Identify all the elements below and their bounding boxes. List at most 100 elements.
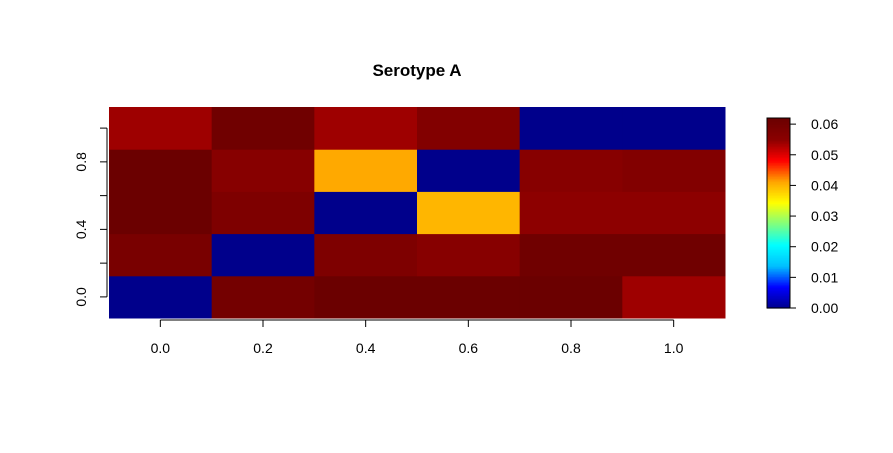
colorbar-slice — [767, 173, 790, 176]
colorbar-slice — [767, 121, 790, 124]
heatmap-cell — [417, 275, 521, 319]
heatmap-cell — [622, 149, 726, 192]
heatmap-cell — [211, 191, 315, 235]
heatmap-cells — [109, 107, 726, 319]
colorbar-tick-label: 0.04 — [811, 177, 838, 193]
heatmap-cell — [622, 233, 726, 277]
heatmap-cell — [109, 149, 213, 192]
heatmap-cell — [109, 107, 213, 150]
colorbar-slice — [767, 187, 790, 190]
colorbar-slice — [767, 273, 790, 276]
colorbar-slice — [767, 124, 790, 127]
colorbar-slice — [767, 152, 790, 156]
colorbar-slice — [767, 270, 790, 273]
colorbar-slice — [767, 277, 790, 281]
colorbar-slice — [767, 232, 790, 235]
colorbar-slice — [767, 282, 790, 285]
colorbar-tick-label: 0.06 — [811, 116, 838, 132]
colorbar-slice — [767, 257, 790, 260]
colorbar-slice — [767, 181, 790, 184]
colorbar-slice — [767, 301, 790, 304]
colorbar-slice — [767, 137, 790, 140]
colorbar-slice — [767, 263, 790, 266]
colorbar-slice — [767, 285, 790, 289]
colorbar-tick-label: 0.02 — [811, 239, 838, 255]
colorbar-slice — [767, 227, 790, 230]
colorbar-slice — [767, 138, 790, 141]
colorbar-slice — [767, 276, 790, 279]
colorbar-slice — [767, 287, 790, 290]
colorbar-slice — [767, 268, 790, 271]
colorbar-slice — [767, 236, 790, 239]
colorbar-slice — [767, 186, 790, 189]
heatmap-cell — [519, 107, 623, 150]
x-tick-label: 0.2 — [253, 340, 273, 356]
colorbar-tick-label: 0.05 — [811, 147, 838, 163]
heatmap-cell — [622, 191, 726, 235]
colorbar-slice — [767, 167, 790, 170]
colorbar-slice — [767, 290, 790, 293]
colorbar-slice — [767, 170, 790, 173]
colorbar-slice — [767, 200, 790, 203]
colorbar-tick-label: 0.00 — [811, 300, 838, 316]
colorbar-tick-label: 0.03 — [811, 208, 838, 224]
colorbar-slice — [767, 135, 790, 138]
colorbar-slice — [767, 219, 790, 222]
x-tick-label: 1.0 — [664, 340, 684, 356]
colorbar-slice — [767, 195, 790, 198]
colorbar-slice — [767, 293, 790, 296]
colorbar-slice — [767, 157, 790, 160]
colorbar-slice — [767, 214, 790, 217]
heatmap-cell — [519, 149, 623, 192]
colorbar-slice — [767, 208, 790, 211]
heatmap-cell — [622, 107, 726, 150]
colorbar-slice — [767, 243, 790, 246]
colorbar-slice — [767, 133, 790, 137]
colorbar-slice — [767, 203, 790, 206]
colorbar-slice — [767, 159, 790, 162]
colorbar-slice — [767, 295, 790, 298]
y-axis: 0.0 0.4 0.8 — [73, 127, 108, 307]
chart-title: Serotype A — [372, 61, 461, 80]
heatmap-cell — [211, 233, 315, 277]
heatmap-cell — [109, 233, 213, 277]
colorbar-slice — [767, 228, 790, 232]
y-tick-label: 0.8 — [73, 152, 89, 172]
colorbar-slice — [767, 176, 790, 179]
x-tick-label: 0.0 — [151, 340, 171, 356]
colorbar-slice — [767, 209, 790, 213]
colorbar-slice — [767, 205, 790, 208]
x-tick-label: 0.6 — [459, 340, 479, 356]
colorbar-slice — [767, 132, 790, 135]
colorbar-slice — [767, 211, 790, 214]
colorbar-slice — [767, 118, 790, 121]
colorbar-slice — [767, 289, 790, 292]
colorbar-slice — [767, 274, 790, 277]
colorbar-slice — [767, 258, 790, 262]
colorbar-slice — [767, 216, 790, 219]
colorbar-slice — [767, 266, 790, 270]
heatmap-cell — [314, 275, 418, 319]
colorbar-slice — [767, 144, 790, 148]
colorbar-slice — [767, 296, 790, 300]
colorbar-slice — [767, 303, 790, 306]
colorbar-slice — [767, 251, 790, 254]
colorbar-slice — [767, 298, 790, 301]
colorbar-slice — [767, 146, 790, 149]
colorbar-slice — [767, 235, 790, 238]
heatmap-cell — [519, 233, 623, 277]
heatmap-cell — [417, 149, 521, 192]
heatmap-cell — [622, 275, 726, 319]
colorbar-slice — [767, 190, 790, 194]
colorbar-slice — [767, 217, 790, 220]
colorbar-slice — [767, 201, 790, 205]
colorbar-slice — [767, 246, 790, 249]
heatmap-cell — [314, 107, 418, 150]
colorbar-slice — [767, 179, 790, 182]
heatmap-cell — [314, 149, 418, 192]
colorbar-slice — [767, 220, 790, 224]
colorbar-slice — [767, 241, 790, 244]
heatmap-cell — [314, 191, 418, 235]
